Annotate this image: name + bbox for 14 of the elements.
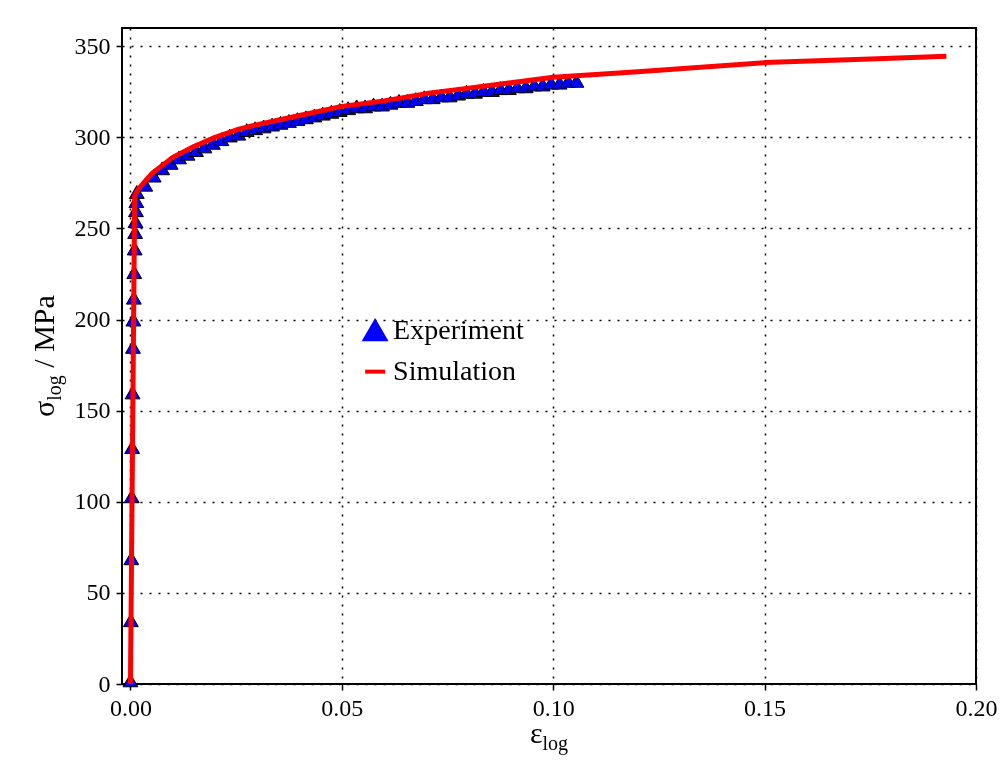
- x-tick-label: 0.05: [321, 694, 364, 721]
- y-tick-label: 100: [74, 488, 111, 515]
- y-tick-label: 350: [74, 32, 111, 59]
- y-tick-label: 300: [74, 123, 111, 150]
- x-tick-label: 0.20: [955, 694, 998, 721]
- y-tick-label: 250: [74, 214, 111, 241]
- x-tick-label: 0.00: [109, 694, 152, 721]
- y-tick-label: 0: [98, 670, 111, 697]
- y-tick-label: 200: [74, 306, 111, 333]
- x-tick-label: 0.15: [744, 694, 787, 721]
- legend-label: Simulation: [393, 354, 517, 386]
- y-tick-label: 50: [86, 579, 111, 606]
- y-tick-label: 150: [74, 397, 111, 424]
- legend-label: Experiment: [393, 313, 524, 345]
